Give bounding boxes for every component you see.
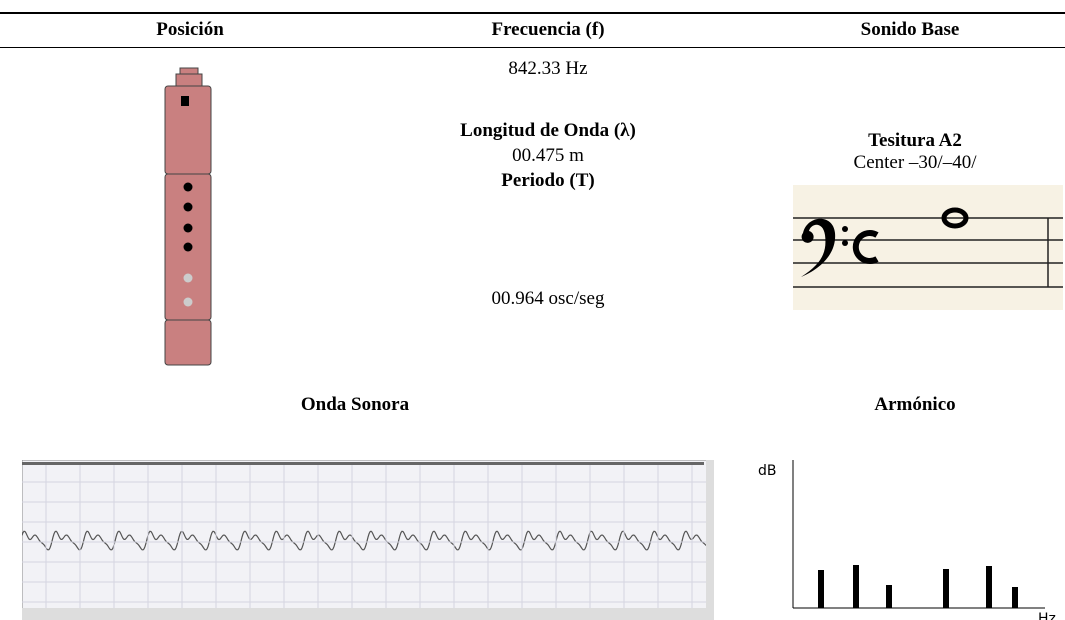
section-title: Onda Sonora	[300, 394, 410, 415]
header-cell: Sonido Base	[860, 19, 960, 40]
frequency-value: 842.33 Hz	[508, 58, 588, 79]
staff	[793, 185, 1063, 310]
period-label: Periodo (T)	[501, 170, 595, 191]
x-axis-label: Hz	[1038, 611, 1056, 620]
tessitura-title: Tesitura A2	[868, 130, 962, 151]
header-cell: Posición	[156, 19, 224, 40]
header-cell: Frecuencia (f)	[491, 19, 605, 40]
y-axis-label: dB	[758, 463, 777, 479]
flute	[164, 67, 212, 366]
period-value: 00.964 osc/seg	[491, 288, 605, 309]
wave-decoration	[22, 530, 707, 551]
wavelength-label: Longitud de Onda (λ)	[460, 120, 636, 141]
rule-header	[0, 47, 1065, 48]
tessitura-subtitle: Center –30/–40/	[853, 152, 977, 173]
harmonic-chart: dB Hz	[758, 460, 1056, 620]
waveform	[22, 460, 714, 620]
section-title: Armónico	[874, 394, 956, 415]
wavelength-value: 00.475 m	[512, 145, 584, 166]
rule-top	[0, 12, 1065, 14]
